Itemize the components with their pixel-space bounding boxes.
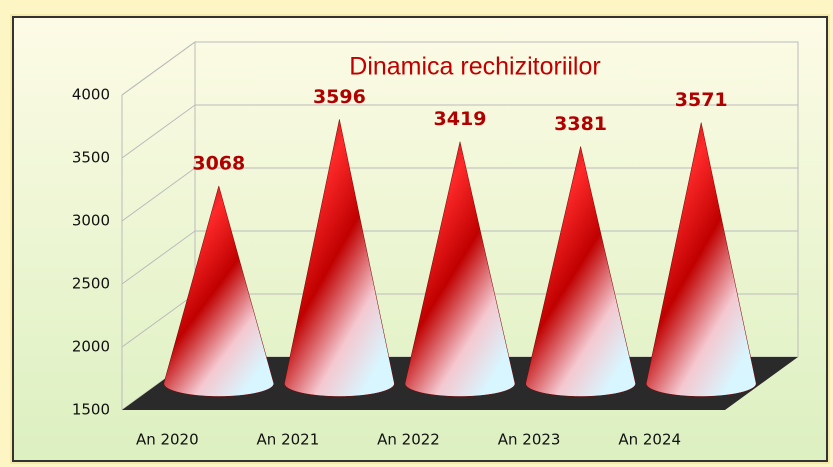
cone bbox=[163, 184, 275, 397]
y-tick-label: 3500 bbox=[72, 149, 110, 167]
value-label: 3381 bbox=[554, 113, 607, 135]
grid-line bbox=[121, 167, 196, 222]
y-tick-label: 3000 bbox=[72, 212, 110, 230]
y-tick-label: 1500 bbox=[72, 401, 110, 419]
y-tick-label: 2500 bbox=[72, 275, 110, 293]
chart-title: Dinamica rechizitoriilor bbox=[349, 53, 600, 81]
cone bbox=[525, 146, 636, 397]
value-label: 3596 bbox=[313, 86, 366, 108]
panel-border bbox=[10, 14, 830, 464]
x-tick-label: An 2021 bbox=[257, 431, 320, 449]
grid-line bbox=[121, 104, 196, 159]
cone bbox=[404, 141, 516, 397]
grid-line bbox=[121, 41, 196, 96]
x-tick-label: An 2024 bbox=[618, 431, 681, 449]
x-tick-label: An 2023 bbox=[498, 431, 561, 449]
value-label: 3419 bbox=[434, 108, 487, 130]
y-tick-label: 4000 bbox=[72, 86, 110, 104]
cone bbox=[645, 122, 757, 397]
value-label: 3571 bbox=[675, 89, 728, 111]
value-label: 3068 bbox=[192, 152, 245, 174]
x-tick-label: An 2022 bbox=[377, 431, 440, 449]
grid-line bbox=[121, 230, 196, 285]
x-tick-label: An 2020 bbox=[136, 431, 199, 449]
grid-line bbox=[121, 293, 196, 348]
y-tick-label: 2000 bbox=[72, 338, 110, 356]
cone bbox=[284, 119, 395, 397]
